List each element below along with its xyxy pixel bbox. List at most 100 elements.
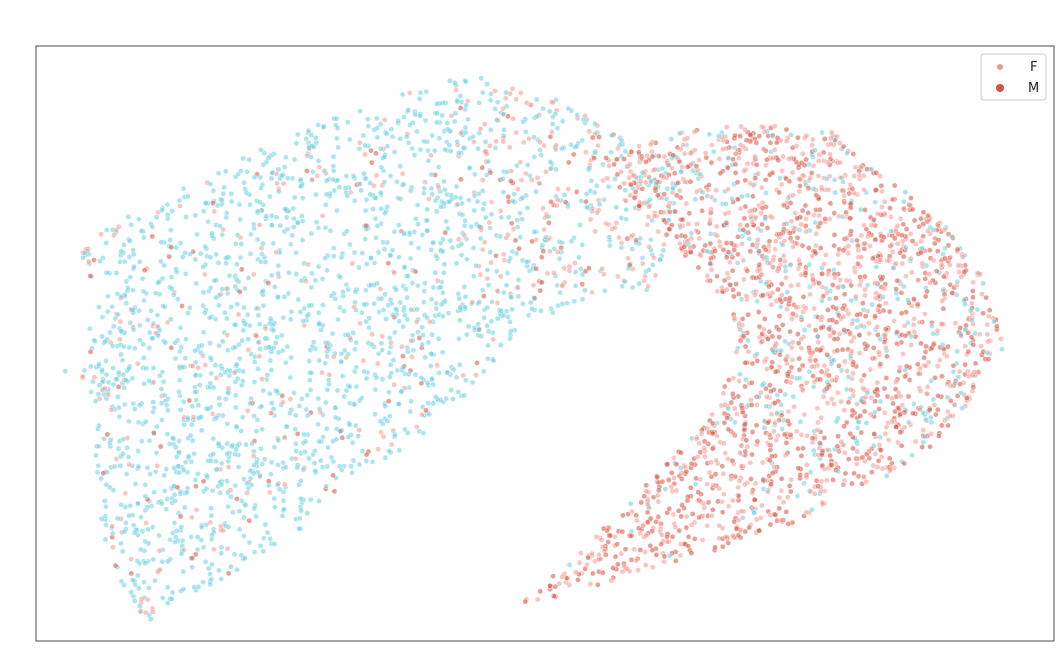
scatter-point [712,197,718,203]
scatter-point [539,254,545,260]
scatter-point [177,406,184,413]
scatter-point [882,332,888,339]
scatter-point [404,316,411,323]
scatter-point [755,236,761,243]
scatter-point [777,388,784,394]
scatter-point [410,347,417,354]
scatter-point [849,480,855,487]
scatter-point [867,243,873,249]
scatter-point [517,234,524,240]
scatter-point [920,209,927,215]
scatter-point [334,207,340,214]
scatter-point [292,412,299,419]
scatter-point [808,170,815,176]
scatter-point [218,576,224,582]
scatter-point [771,123,778,129]
scatter-point [809,435,816,442]
scatter-point [311,460,318,466]
scatter-point [653,518,659,525]
scatter-point [730,430,737,437]
scatter-point [233,423,240,430]
scatter-point [164,431,171,437]
scatter-point [387,252,394,259]
scatter-point [759,331,766,337]
scatter-point [143,365,149,372]
scatter-point [136,259,143,265]
scatter-point [391,228,398,235]
scatter-point [679,164,686,170]
scatter-point [283,464,289,471]
scatter-point [351,304,357,310]
scatter-point [146,437,153,444]
scatter-point [163,466,170,472]
scatter-point [582,287,588,294]
scatter-point [758,210,764,216]
scatter-point [903,244,909,251]
scatter-point [337,274,344,281]
scatter-point [158,500,165,507]
scatter-point [461,232,468,239]
scatter-point [616,234,622,241]
scatter-point [872,451,879,457]
scatter-point [719,285,725,291]
scatter-point [548,198,554,205]
scatter-point [267,357,274,364]
scatter-point [308,284,315,291]
scatter-point [324,339,331,346]
scatter-point [515,186,521,193]
scatter-point [417,146,424,153]
scatter-point [313,219,320,225]
scatter-point [749,429,756,435]
scatter-point [812,219,819,226]
scatter-point [811,378,818,385]
scatter-point [397,196,404,202]
scatter-point [169,208,175,214]
legend-label-m: M [1028,81,1039,96]
scatter-point [251,505,257,512]
scatter-point [205,218,211,225]
scatter-point [666,553,673,559]
scatter-point [908,333,915,340]
scatter-point [134,360,141,367]
scatter-point [330,245,337,251]
scatter-point [463,331,470,338]
scatter-point [507,318,513,325]
scatter-point [540,248,547,254]
scatter-point [308,230,315,237]
scatter-point [782,391,789,398]
scatter-point [799,242,806,249]
scatter-point [920,233,926,239]
scatter-point [298,277,305,284]
scatter-point [234,301,240,307]
scatter-point [957,381,963,387]
scatter-point [349,439,356,446]
scatter-point [836,331,843,337]
scatter-point [744,268,751,274]
scatter-point [324,463,331,470]
scatter-point [387,362,394,368]
scatter-point [881,198,888,205]
scatter-point [102,536,109,543]
scatter-point [429,375,435,382]
scatter-point [728,240,735,246]
scatter-point [149,524,156,530]
scatter-point [566,263,573,270]
scatter-point [704,481,710,487]
scatter-point [709,142,715,148]
scatter-point [325,444,331,451]
scatter-point [798,314,805,320]
scatter-point [900,351,906,357]
scatter-point [724,270,731,277]
scatter-point [647,196,653,203]
scatter-point [938,320,945,327]
scatter-point [806,261,813,268]
scatter-point [576,559,583,566]
scatter-point [283,154,289,160]
scatter-point [714,273,720,280]
scatter-point [236,355,243,362]
scatter-point [571,151,577,158]
scatter-point [826,295,833,302]
scatter-point [766,432,773,438]
scatter-point [109,303,115,310]
scatter-point [168,344,175,351]
